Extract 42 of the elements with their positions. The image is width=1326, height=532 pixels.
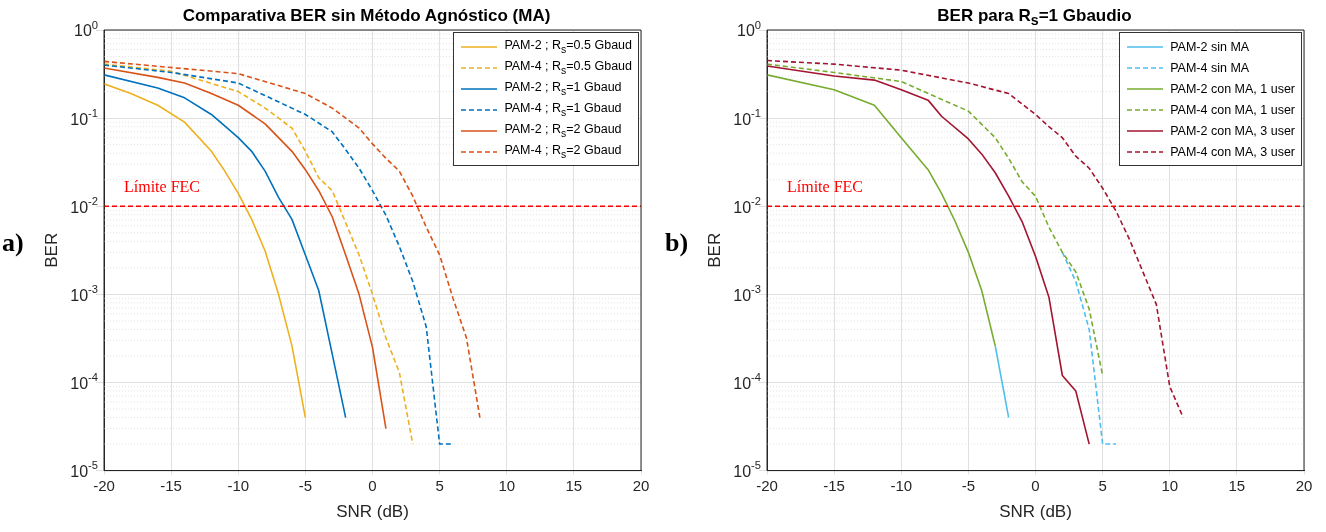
line-series (767, 63, 1104, 377)
legend-label: PAM-2 ; R$_{s}$=1 Gbaud (504, 80, 622, 97)
chart-title: Comparativa BER sin Método Agnóstico (MA) (182, 6, 551, 25)
x-tick-label: 15 (565, 476, 583, 494)
x-tick-label: 5 (1098, 476, 1107, 494)
x-tick-label: -20 (756, 476, 778, 494)
ref-line-label: Límite FEC (787, 178, 863, 196)
x-tick-label: -15 (823, 476, 845, 494)
x-tick-label: 15 (1228, 476, 1246, 494)
x-tick-label: -5 (298, 476, 313, 494)
x-tick-label: -20 (93, 476, 115, 494)
x-tick-label: -5 (961, 476, 976, 494)
legend-label: PAM-2 ; R$_{s}$=0.5 Gbaud (504, 38, 632, 55)
legend-label: PAM-4 con MA, 1 user (1170, 102, 1295, 117)
x-tick-label: 20 (632, 476, 650, 494)
legend-label: PAM-4 con MA, 3 user (1170, 144, 1295, 159)
x-tick-label: -10 (890, 476, 913, 494)
legend-label: PAM-2 con MA, 3 user (1170, 123, 1295, 138)
x-tick-label: 5 (435, 476, 444, 494)
ref-line-label: Límite FEC (124, 178, 200, 196)
x-tick-label: 0 (1031, 476, 1040, 494)
legend-label: PAM-2 sin MA (1170, 39, 1250, 54)
text: b) (665, 228, 689, 259)
legend-label: PAM-4 ; R$_{s}$=2 Gbaud (504, 143, 622, 160)
legend-label: PAM-4 ; R$_{s}$=1 Gbaud (504, 101, 622, 118)
legend-label: PAM-4 sin MA (1170, 60, 1250, 75)
y-axis-title: BER (704, 232, 724, 268)
y-axis-title: BER (41, 232, 61, 268)
x-tick-label: 10 (1161, 476, 1179, 494)
legend-label: PAM-2 ; R$_{s}$=2 Gbaud (504, 122, 622, 139)
x-axis-title: SNR (dB) (336, 502, 409, 522)
x-tick-label: -10 (227, 476, 250, 494)
legend-label: PAM-4 ; R$_{s}$=0.5 Gbaud (504, 59, 632, 76)
legend-label: PAM-2 con MA, 1 user (1170, 81, 1295, 96)
text: a) (2, 228, 24, 259)
line-series (1061, 251, 1117, 445)
x-tick-label: 20 (1295, 476, 1313, 494)
x-tick-label: 10 (498, 476, 516, 494)
x-tick-label: 0 (368, 476, 377, 494)
x-axis-title: SNR (dB) (999, 502, 1072, 522)
chart-title: BER para R$_{s}$=1 Gbaudio (937, 6, 1132, 29)
x-tick-label: -15 (160, 476, 182, 494)
